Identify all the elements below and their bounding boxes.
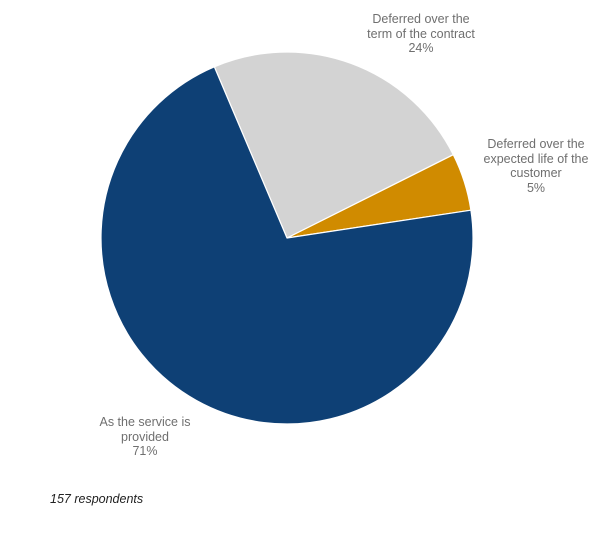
label-line: expected life of the bbox=[483, 151, 589, 166]
label-line: term of the contract bbox=[367, 26, 475, 41]
label-line: As the service is bbox=[99, 415, 191, 429]
value-label: 71% bbox=[132, 444, 158, 458]
slice-as-service-provided bbox=[100, 66, 474, 425]
respondents-footnote: 157 respondents bbox=[50, 492, 144, 506]
slice-term-of-contract bbox=[213, 51, 454, 239]
label-line: Deferred over the bbox=[372, 12, 470, 26]
slice-label-life-of-customer: Deferred over the expected life of the c… bbox=[466, 137, 606, 195]
value-label: 5% bbox=[526, 180, 546, 195]
slice-label-term-of-contract: Deferred over the term of the contract 2… bbox=[331, 12, 511, 56]
label-line: Deferred over the bbox=[487, 137, 585, 151]
value-label: 24% bbox=[408, 41, 434, 55]
slice-label-as-service-provided: As the service is provided 71% bbox=[75, 415, 215, 459]
label-line: provided bbox=[121, 429, 169, 444]
label-line: customer bbox=[510, 166, 562, 180]
